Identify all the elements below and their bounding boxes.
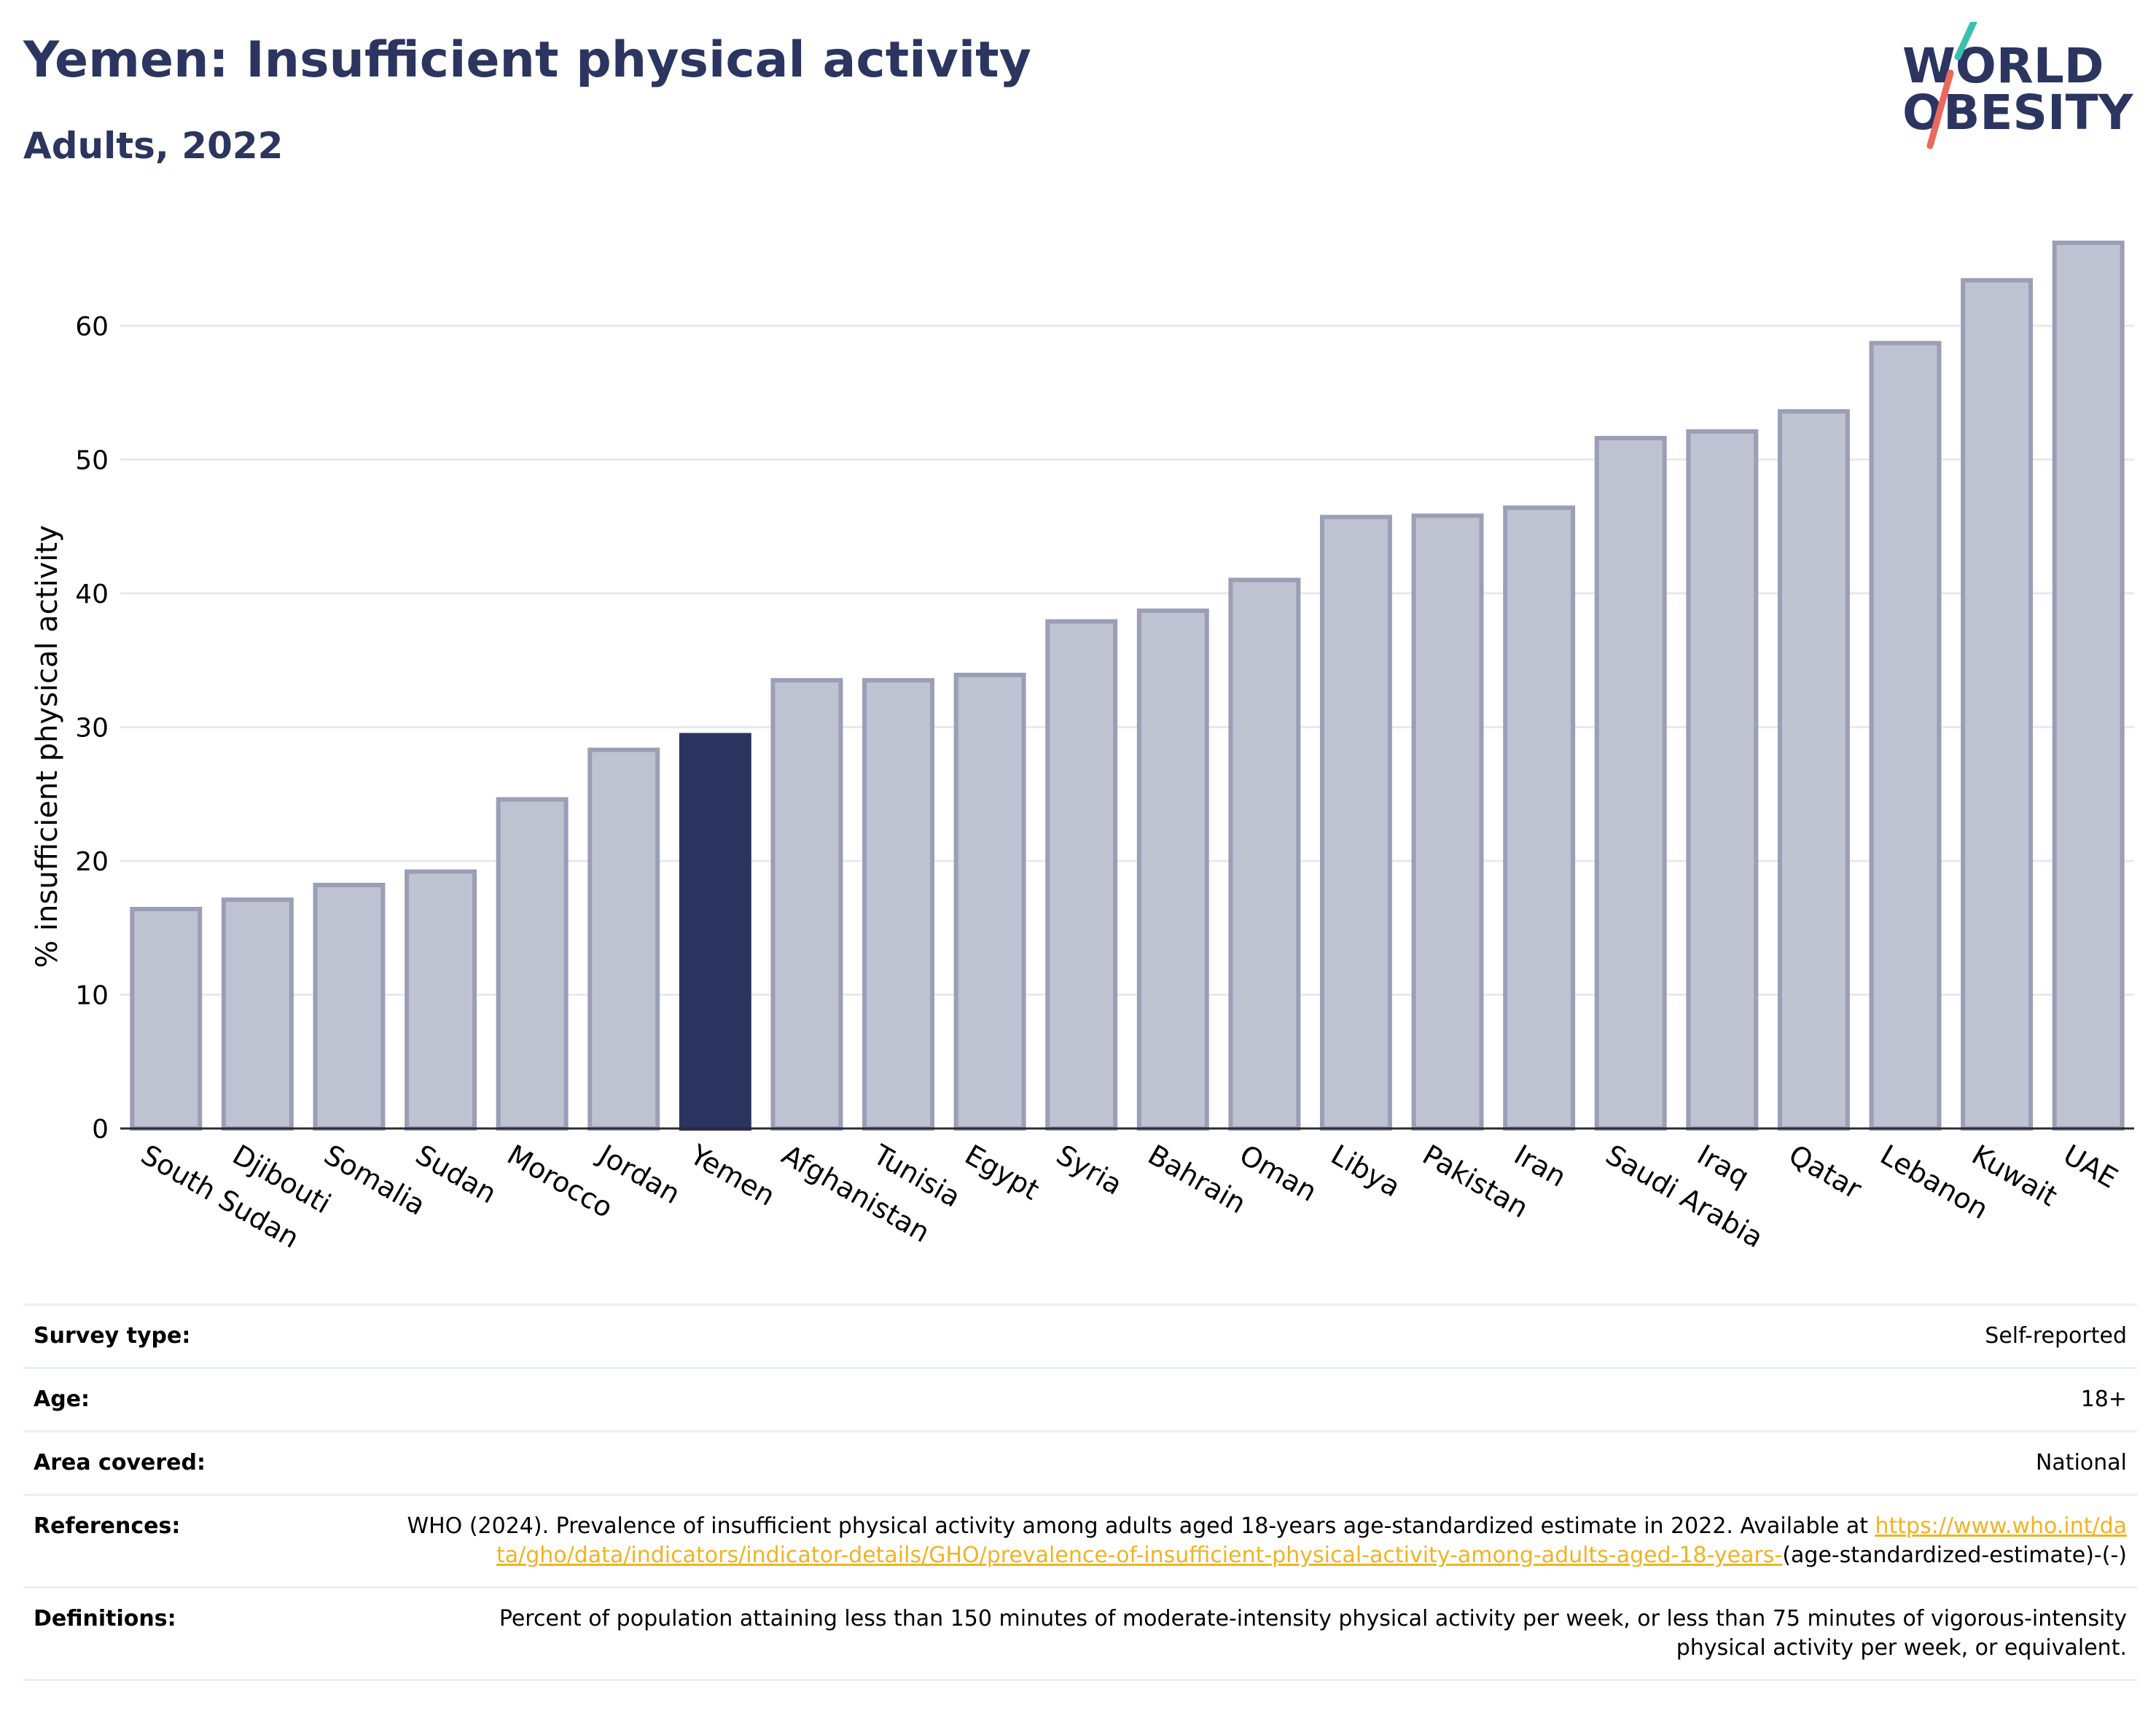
x-tick-label: South Sudan xyxy=(136,1139,305,1255)
y-tick-label: 0 xyxy=(92,1115,109,1145)
x-tick-label: Yemen xyxy=(684,1138,781,1212)
y-tick-label: 60 xyxy=(75,312,109,342)
x-tick-label: Syria xyxy=(1051,1139,1128,1201)
y-tick-label: 40 xyxy=(75,580,109,609)
area-label: Area covered: xyxy=(34,1450,206,1475)
x-tick-label: Saudi Arabia xyxy=(1601,1139,1769,1255)
age-label: Age: xyxy=(34,1387,90,1412)
bar-iraq xyxy=(1686,429,1759,1131)
chart-title: Yemen: Insufficient physical activity xyxy=(23,31,1031,89)
bar-qatar xyxy=(1777,409,1850,1131)
bar-uae xyxy=(2052,241,2125,1131)
bar-south-sudan xyxy=(130,907,203,1131)
bar-tunisia xyxy=(862,678,934,1131)
references-value: WHO (2024). Prevalence of insufficient p… xyxy=(394,1495,2137,1588)
bar-egypt xyxy=(953,672,1026,1131)
references-link[interactable]: https://www.who.int/data/gho/data/indica… xyxy=(496,1513,2127,1568)
x-tick-label: Pakistan xyxy=(1417,1139,1534,1225)
bar-afghanistan xyxy=(770,678,843,1131)
bar-libya xyxy=(1320,515,1392,1131)
info-row-references: References: WHO (2024). Prevalence of in… xyxy=(23,1494,2137,1588)
bar-chart: 0 10 20 30 40 50 60 South SudanDjiboutiSomalia… xyxy=(31,241,2134,1255)
bar-iran xyxy=(1503,505,1576,1131)
logo-slash-icon xyxy=(1926,22,1977,149)
references-text-after: (age-standardized-estimate)-(-) xyxy=(1782,1543,2127,1568)
bar-bahrain xyxy=(1136,608,1209,1131)
bar-oman xyxy=(1228,577,1301,1131)
x-tick-label: Bahrain xyxy=(1143,1139,1251,1220)
definitions-value: Percent of population attaining less tha… xyxy=(499,1606,2127,1661)
bars xyxy=(130,241,2125,1131)
x-tick-label: Somalia xyxy=(319,1139,431,1222)
info-row-area: Area covered: National xyxy=(23,1431,2137,1495)
x-tick-label: Iran xyxy=(1509,1139,1571,1193)
bar-kuwait xyxy=(1961,278,2034,1131)
info-row-survey-type: Survey type: Self-reported xyxy=(23,1304,2137,1368)
x-tick-label: UAE xyxy=(2058,1139,2123,1195)
y-tick-label: 30 xyxy=(75,713,109,743)
survey-type-label: Survey type: xyxy=(34,1323,191,1349)
x-tick-label: Iraq xyxy=(1692,1139,1754,1193)
y-tick-label: 10 xyxy=(75,980,109,1010)
bar-yemen xyxy=(679,733,751,1131)
info-row-age: Age: 18+ xyxy=(23,1368,2137,1432)
references-text: WHO (2024). Prevalence of insufficient p… xyxy=(407,1513,1875,1539)
bar-syria xyxy=(1045,619,1118,1131)
y-axis-title: % insufficient physical activity xyxy=(31,525,64,968)
bar-djibouti xyxy=(221,897,294,1131)
survey-type-value: Self-reported xyxy=(1985,1323,2127,1349)
x-tick-label: Libya xyxy=(1326,1139,1406,1204)
bar-morocco xyxy=(496,797,569,1131)
info-row-definitions: Definitions: Percent of population attai… xyxy=(23,1587,2137,1680)
x-tick-label: Egypt xyxy=(959,1139,1044,1206)
info-table: Survey type: Self-reported Age: 18+ Area… xyxy=(23,1303,2137,1681)
world-obesity-logo: WORLD OBESITY xyxy=(1902,22,2136,153)
y-tick-label: 20 xyxy=(75,847,109,877)
x-tick-label: Qatar xyxy=(1784,1139,1867,1206)
x-tick-label: Morocco xyxy=(501,1139,618,1225)
age-value: 18+ xyxy=(2080,1387,2127,1412)
logo-word-world: WORLD xyxy=(1902,38,2104,94)
bar-lebanon xyxy=(1869,340,1942,1131)
bar-sudan xyxy=(405,869,477,1131)
y-axis-ticks: 0 10 20 30 40 50 60 xyxy=(75,312,109,1145)
bar-pakistan xyxy=(1411,513,1484,1131)
bar-jordan xyxy=(587,747,660,1131)
definitions-label: Definitions: xyxy=(34,1606,176,1631)
y-tick-label: 50 xyxy=(75,445,109,475)
bar-somalia xyxy=(313,882,386,1131)
references-label: References: xyxy=(34,1513,181,1539)
area-value: National xyxy=(2035,1450,2127,1475)
bar-saudi-arabia xyxy=(1594,435,1667,1131)
chart-subtitle: Adults, 2022 xyxy=(23,125,284,167)
